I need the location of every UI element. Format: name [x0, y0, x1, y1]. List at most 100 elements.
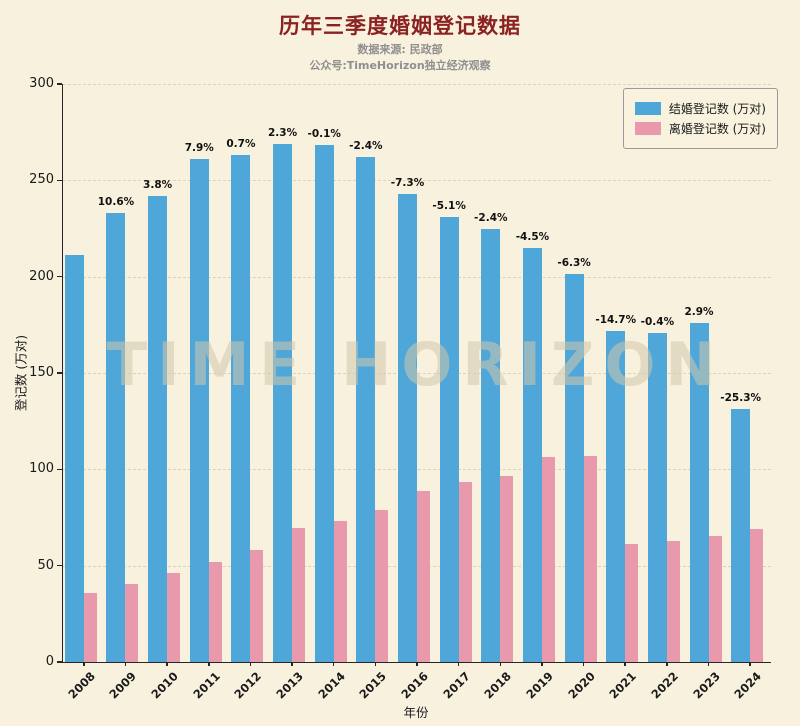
- marriage-bar: [148, 195, 168, 662]
- divorce-bar: [167, 573, 181, 662]
- x-tick-mark: [749, 662, 751, 666]
- marriage-bar: [106, 213, 126, 662]
- gridline: [63, 469, 771, 471]
- x-tick-mark: [582, 662, 585, 666]
- marriage-bar: [731, 408, 751, 662]
- y-tick-label: 150: [29, 365, 54, 380]
- divorce-bar: [417, 490, 430, 662]
- marriage-bar: [273, 143, 293, 662]
- x-tick-label: 2017: [440, 669, 473, 702]
- marriage-bar: [481, 228, 501, 662]
- x-tick-label: 2009: [106, 669, 140, 702]
- bar-percent-label: 10.6%: [97, 196, 135, 209]
- divorce-bar: [250, 550, 264, 662]
- divorce-bar: [708, 535, 722, 662]
- x-tick-label: 2011: [190, 669, 223, 702]
- y-tick-mark: [57, 179, 62, 182]
- x-tick-mark: [707, 662, 710, 666]
- legend-label-marriage: 结婚登记数 (万对): [668, 102, 766, 116]
- legend-swatch-marriage: [634, 102, 661, 115]
- divorce-bar: [583, 455, 597, 662]
- marriage-bar: [189, 159, 209, 662]
- bar-percent-label: -2.4%: [349, 140, 383, 153]
- x-tick-mark: [666, 662, 668, 666]
- x-tick-mark: [249, 662, 252, 666]
- x-tick-mark: [83, 662, 85, 666]
- y-tick-mark: [57, 372, 62, 374]
- divorce-bar: [500, 476, 514, 662]
- marriage-bar: [64, 255, 84, 662]
- x-tick-mark: [499, 662, 502, 666]
- divorce-bar: [666, 540, 680, 662]
- y-tick-label: 100: [29, 461, 54, 477]
- x-tick-mark: [208, 662, 210, 666]
- legend-label-divorce: 离婚登记数 (万对): [668, 122, 766, 136]
- legend-swatch-divorce: [634, 122, 661, 135]
- marriage-bar: [564, 273, 584, 662]
- divorce-bar: [458, 481, 472, 662]
- bar-percent-label: 2.9%: [684, 305, 714, 318]
- x-tick-mark: [457, 662, 460, 666]
- y-tick-mark: [57, 83, 62, 85]
- x-tick-label: 2024: [731, 669, 765, 702]
- marriage-bar: [689, 322, 709, 662]
- gridline: [63, 276, 771, 278]
- bar-percent-label: -0.4%: [640, 315, 675, 328]
- y-tick-mark: [57, 564, 62, 567]
- bar-percent-label: 3.8%: [143, 178, 173, 191]
- x-tick-label: 2022: [648, 669, 681, 702]
- x-tick-label: 2013: [273, 669, 306, 702]
- x-tick-mark: [291, 662, 293, 666]
- marriage-bar: [647, 332, 667, 662]
- x-tick-label: 2023: [689, 669, 723, 702]
- x-tick-mark: [124, 662, 127, 666]
- y-tick-label: 300: [29, 76, 54, 91]
- bar-percent-label: 7.9%: [184, 142, 214, 155]
- x-tick-label: 2010: [148, 669, 182, 702]
- y-tick-label: 200: [29, 268, 54, 284]
- x-tick-mark: [541, 662, 543, 666]
- divorce-bar: [541, 456, 555, 662]
- divorce-bar: [292, 528, 306, 662]
- bar-percent-label: -0.1%: [307, 127, 341, 140]
- divorce-bar: [208, 561, 222, 662]
- x-tick-mark: [332, 662, 335, 666]
- x-tick-mark: [624, 662, 626, 666]
- x-tick-label: 2020: [564, 669, 598, 702]
- legend-row-divorce: 离婚登记数 (万对): [634, 120, 766, 137]
- x-tick-mark: [374, 662, 377, 666]
- legend: 结婚登记数 (万对) 离婚登记数 (万对): [622, 88, 778, 149]
- y-tick-mark: [57, 661, 62, 663]
- marriage-bar: [606, 330, 626, 662]
- bar-percent-label: -25.3%: [720, 391, 762, 404]
- marriage-bar: [522, 247, 542, 662]
- plot-area: 0 50 100 150 200 250 300 2008 10.6% 2009 3.8% 2010 7…: [29, 76, 771, 702]
- marriage-bar: [439, 216, 459, 662]
- y-axis-label: 登记数 (万对): [13, 334, 29, 412]
- divorce-bar: [83, 592, 97, 662]
- bar-percent-label: -7.3%: [390, 176, 425, 189]
- x-tick-label: 2019: [523, 669, 556, 702]
- chart-subtitle-account: 公众号:TimeHorizon独立经济观察: [309, 59, 491, 72]
- x-tick-label: 2012: [231, 669, 265, 702]
- gridline: [63, 180, 771, 182]
- gridline: [63, 84, 771, 85]
- y-tick-label: 250: [29, 172, 54, 188]
- x-tick-mark: [166, 662, 168, 666]
- bar-percent-label: -14.7%: [595, 313, 637, 326]
- chart-subtitle-source: 数据来源: 民政部: [357, 43, 443, 56]
- divorce-bar: [375, 509, 389, 662]
- bar-percent-label: 2.3%: [267, 126, 298, 139]
- bar-percent-label: -2.4%: [474, 211, 508, 224]
- divorce-bar: [125, 583, 139, 662]
- gridline: [63, 373, 771, 374]
- y-tick-mark: [57, 468, 62, 471]
- chart-title: 历年三季度婚姻登记数据: [279, 14, 521, 38]
- x-tick-label: 2014: [315, 669, 348, 702]
- y-tick-label: 0: [45, 654, 54, 669]
- x-tick-label: 2016: [398, 669, 431, 702]
- marriage-bar: [356, 157, 376, 662]
- bar-percent-label: -6.3%: [557, 256, 591, 269]
- marriage-bar: [314, 144, 334, 662]
